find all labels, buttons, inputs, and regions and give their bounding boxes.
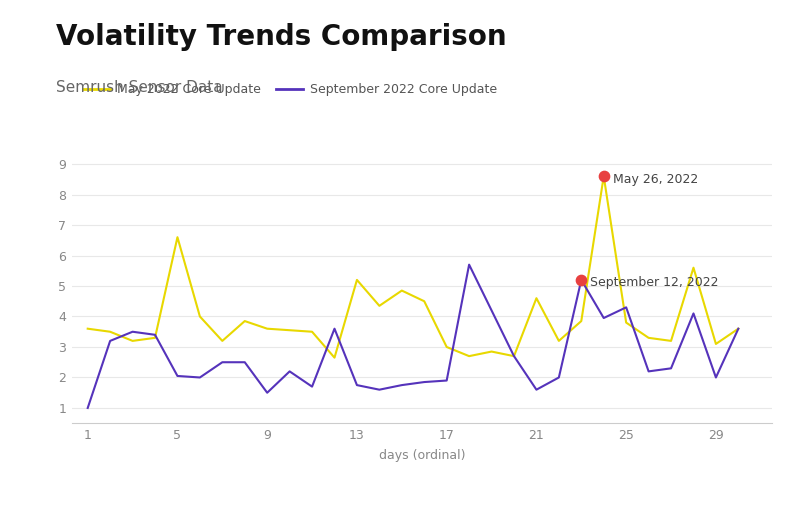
Text: Volatility Trends Comparison: Volatility Trends Comparison — [56, 23, 506, 51]
Point — [575, 276, 588, 284]
Point — [598, 172, 610, 181]
Text: SEMRUSH: SEMRUSH — [684, 483, 776, 501]
Text: May 26, 2022: May 26, 2022 — [613, 173, 698, 186]
Text: September 12, 2022: September 12, 2022 — [590, 277, 718, 289]
Text: semrush.com: semrush.com — [20, 485, 105, 499]
Text: Semrush Sensor Data: Semrush Sensor Data — [56, 80, 222, 94]
X-axis label: days (ordinal): days (ordinal) — [378, 449, 466, 462]
Legend: May 2022 Core Update, September 2022 Core Update: May 2022 Core Update, September 2022 Cor… — [78, 78, 502, 101]
